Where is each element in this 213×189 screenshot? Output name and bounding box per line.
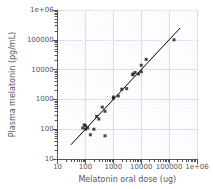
svg-text:100000: 100000 (156, 163, 183, 171)
svg-text:Plasma melatonin (pg/mL): Plasma melatonin (pg/mL) (8, 32, 17, 137)
svg-text:1e+06: 1e+06 (185, 163, 209, 171)
svg-text:Melatonin oral dose (ug): Melatonin oral dose (ug) (78, 175, 176, 184)
svg-text:100000: 100000 (27, 36, 54, 44)
svg-text:1e+06: 1e+06 (30, 6, 54, 14)
svg-text:100: 100 (79, 163, 92, 171)
svg-text:1000: 1000 (104, 163, 122, 171)
svg-text:10000: 10000 (130, 163, 152, 171)
svg-text:100: 100 (40, 125, 53, 133)
svg-text:1000: 1000 (36, 95, 54, 103)
svg-text:10000: 10000 (31, 66, 53, 74)
svg-text:10: 10 (53, 163, 62, 171)
svg-text:10: 10 (44, 155, 54, 163)
